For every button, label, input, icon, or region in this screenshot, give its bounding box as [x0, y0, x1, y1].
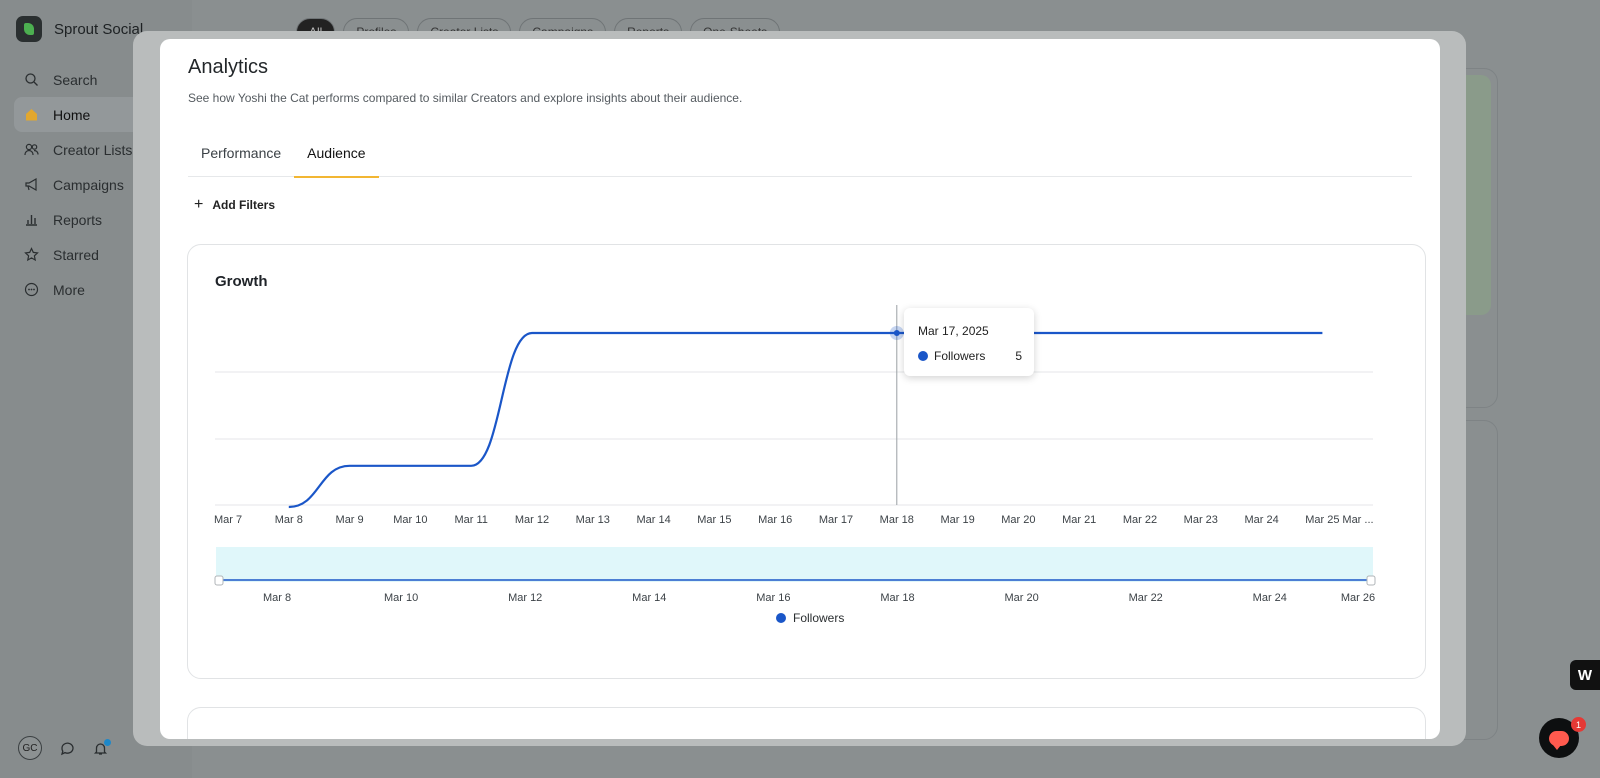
home-icon: [24, 107, 39, 122]
tab-performance[interactable]: Performance: [201, 145, 282, 161]
more-icon: [24, 282, 39, 297]
x-tick-label: Mar 13: [576, 514, 610, 526]
tooltip-row: Followers 5: [918, 349, 1022, 363]
analytics-modal: Analytics See how Yoshi the Cat performs…: [160, 39, 1440, 739]
growth-chart[interactable]: Mar 7 Mar 8 Mar 9 Mar 10 Mar 11 Mar 12 Mar 13 M…: [188, 245, 1427, 680]
sidebar-item-more[interactable]: More: [14, 272, 192, 307]
sidebar-item-reports[interactable]: Reports: [14, 202, 192, 237]
sidebar-item-label: Search: [53, 71, 98, 88]
navigator-tick-label: Mar 8: [263, 592, 291, 604]
x-tick-label: Mar 15: [697, 514, 731, 526]
x-tick-label: Mar 9: [336, 514, 364, 526]
sidebar-item-creator-lists[interactable]: Creator Lists: [14, 132, 192, 167]
chat-icon: [1549, 730, 1569, 750]
sidebar-item-label: Creator Lists: [53, 141, 133, 158]
sidebar-item-label: More: [53, 281, 85, 298]
navigator-handle-left: [214, 575, 224, 586]
next-card: [187, 707, 1426, 739]
x-tick-label: Mar 11: [454, 514, 487, 526]
plus-icon: +: [194, 196, 204, 213]
chat-badge: 1: [1571, 717, 1586, 732]
x-tick-label: Mar 25: [1305, 514, 1339, 526]
x-tick-label: Mar 23: [1184, 514, 1218, 526]
x-tick-label: Mar 14: [636, 514, 670, 526]
tooltip-date: Mar 17, 2025: [918, 324, 989, 338]
growth-card: Growth Mar 7 Mar 8 Mar 9 Mar 10 Mar 11 Mar 12…: [187, 244, 1426, 679]
navigator-tick-label: Mar 22: [1129, 592, 1163, 604]
x-tick-label: Mar ...: [1342, 514, 1373, 526]
x-tick-label: Mar 24: [1244, 514, 1278, 526]
search-icon: [24, 72, 39, 87]
chart-tooltip: Mar 17, 2025 Followers 5: [904, 308, 1034, 376]
sidebar-item-starred[interactable]: Starred: [14, 237, 192, 272]
add-filters-label: Add Filters: [212, 198, 276, 212]
notification-dot: [104, 738, 111, 746]
sidebar-bottom: GC: [18, 736, 111, 760]
x-tick-label: Mar 7: [214, 514, 242, 526]
growth-title: Growth: [215, 273, 268, 290]
x-tick-label: Mar 10: [393, 514, 427, 526]
x-tick-label: Mar 18: [880, 514, 914, 526]
legend-label-followers: Followers: [793, 611, 844, 625]
navigator-tick-label: Mar 24: [1253, 592, 1287, 604]
sidebar-item-label: Starred: [53, 246, 99, 263]
chat-bubble-icon[interactable]: [60, 741, 75, 756]
megaphone-icon: [24, 177, 39, 192]
users-icon: [24, 142, 39, 157]
x-tick-label: Mar 12: [515, 514, 549, 526]
tab-bar: Performance Audience: [188, 129, 1412, 178]
w-widget-button[interactable]: W: [1570, 660, 1600, 690]
navigator-tick-label: Mar 14: [632, 592, 666, 604]
add-filters-button[interactable]: + Add Filters: [194, 196, 276, 213]
x-tick-label: Mar 17: [819, 514, 853, 526]
x-tick-label: Mar 22: [1123, 514, 1157, 526]
navigator-tick-label: Mar 20: [1004, 592, 1038, 604]
x-tick-label: Mar 20: [1001, 514, 1035, 526]
navigator-tick-label: Mar 16: [756, 592, 790, 604]
sidebar-item-label: Home: [53, 106, 91, 123]
sidebar-item-search[interactable]: Search: [14, 62, 192, 97]
navigator-tick-label: Mar 18: [880, 592, 914, 604]
tooltip-value: 5: [1015, 349, 1022, 363]
legend-marker: [776, 613, 786, 623]
hover-point: [893, 330, 900, 336]
x-tick-label: Mar 19: [940, 514, 974, 526]
series-dot: [918, 351, 928, 361]
modal-title: Analytics: [188, 56, 269, 78]
bell-icon[interactable]: [93, 738, 111, 756]
navigator-tick-label: Mar 10: [384, 592, 418, 604]
sidebar-nav: Search Home Creator Lists Campaigns Reports S…: [14, 62, 192, 307]
bar-chart-icon: [24, 212, 39, 227]
avatar[interactable]: GC: [18, 736, 42, 760]
sprout-logo-icon: [16, 16, 42, 42]
x-tick-label: Mar 16: [758, 514, 792, 526]
sidebar-item-campaigns[interactable]: Campaigns: [14, 167, 192, 202]
navigator-area: [216, 547, 1373, 582]
sidebar-item-label: Reports: [53, 211, 103, 228]
sidebar-item-label: Campaigns: [53, 176, 124, 193]
modal-subtitle: See how Yoshi the Cat performs compared …: [188, 91, 743, 105]
star-icon: [24, 247, 39, 262]
tooltip-series: Followers: [934, 349, 986, 363]
navigator-tick-label: Mar 26: [1341, 592, 1375, 604]
x-tick-label: Mar 8: [275, 514, 303, 526]
brand-name: Sprout Social: [54, 20, 144, 38]
x-tick-label: Mar 21: [1062, 514, 1096, 526]
navigator-handle-right: [1366, 575, 1376, 586]
tab-audience[interactable]: Audience: [294, 129, 379, 178]
navigator-tick-label: Mar 12: [508, 592, 542, 604]
brand[interactable]: Sprout Social: [16, 16, 143, 42]
followers-line: [288, 331, 1323, 509]
